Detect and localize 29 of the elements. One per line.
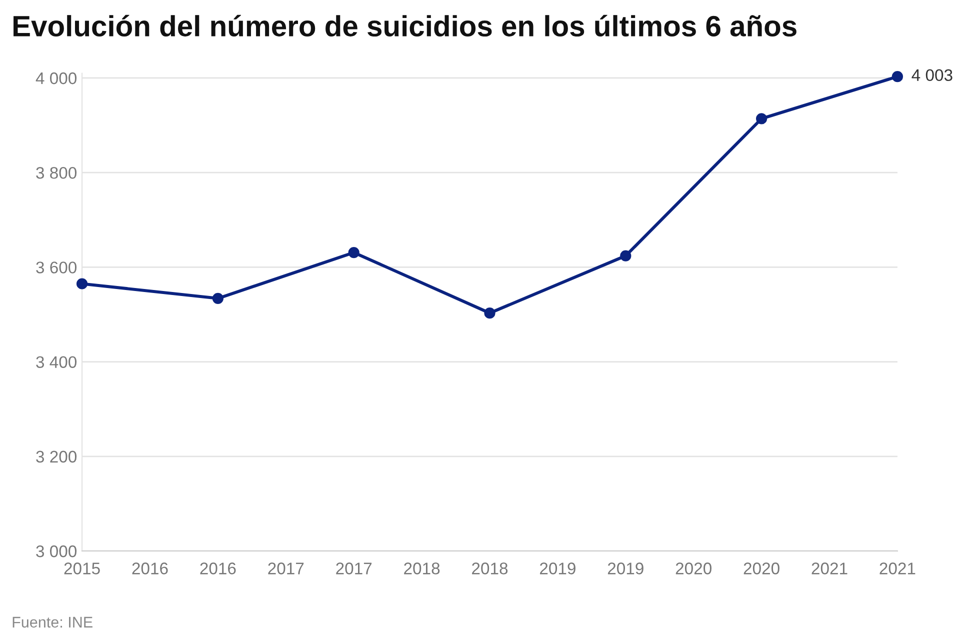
y-tick-label: 3 400	[36, 356, 77, 368]
point	[484, 308, 496, 319]
x-tick-label: 2021	[812, 562, 848, 574]
point	[756, 113, 768, 124]
x-tick-label: 2021	[880, 562, 916, 574]
x-tick-label: 2015	[64, 562, 100, 574]
x-tick-label: 2019	[608, 562, 644, 574]
y-tick-label: 4 000	[36, 72, 77, 84]
point	[348, 246, 360, 258]
y-tick-label: 3 000	[36, 545, 77, 558]
point	[620, 250, 632, 262]
data-label: 4 003	[912, 69, 952, 82]
x-tick-label: 2017	[268, 562, 304, 574]
x-tick-label: 2017	[336, 562, 372, 574]
point	[212, 292, 224, 304]
x-tick-label: 2018	[404, 562, 440, 574]
x-tick-label: 2016	[132, 562, 168, 574]
source-note: Fuente: INE	[12, 616, 92, 628]
x-tick-label: 2020	[676, 562, 712, 574]
y-tick-label: 3 800	[36, 166, 77, 179]
x-tick-label: 2019	[540, 562, 576, 574]
y-tick-label: 3 600	[36, 262, 77, 274]
point	[76, 278, 88, 290]
x-tick-label: 2020	[744, 562, 780, 574]
chart-title: Evolución del número de suicidios en los últimos 6 años	[14, 14, 796, 36]
x-tick-label: 2018	[472, 562, 508, 574]
point	[892, 71, 904, 82]
x-tick-label: 2016	[200, 562, 236, 574]
y-tick-label: 3 200	[36, 450, 77, 463]
